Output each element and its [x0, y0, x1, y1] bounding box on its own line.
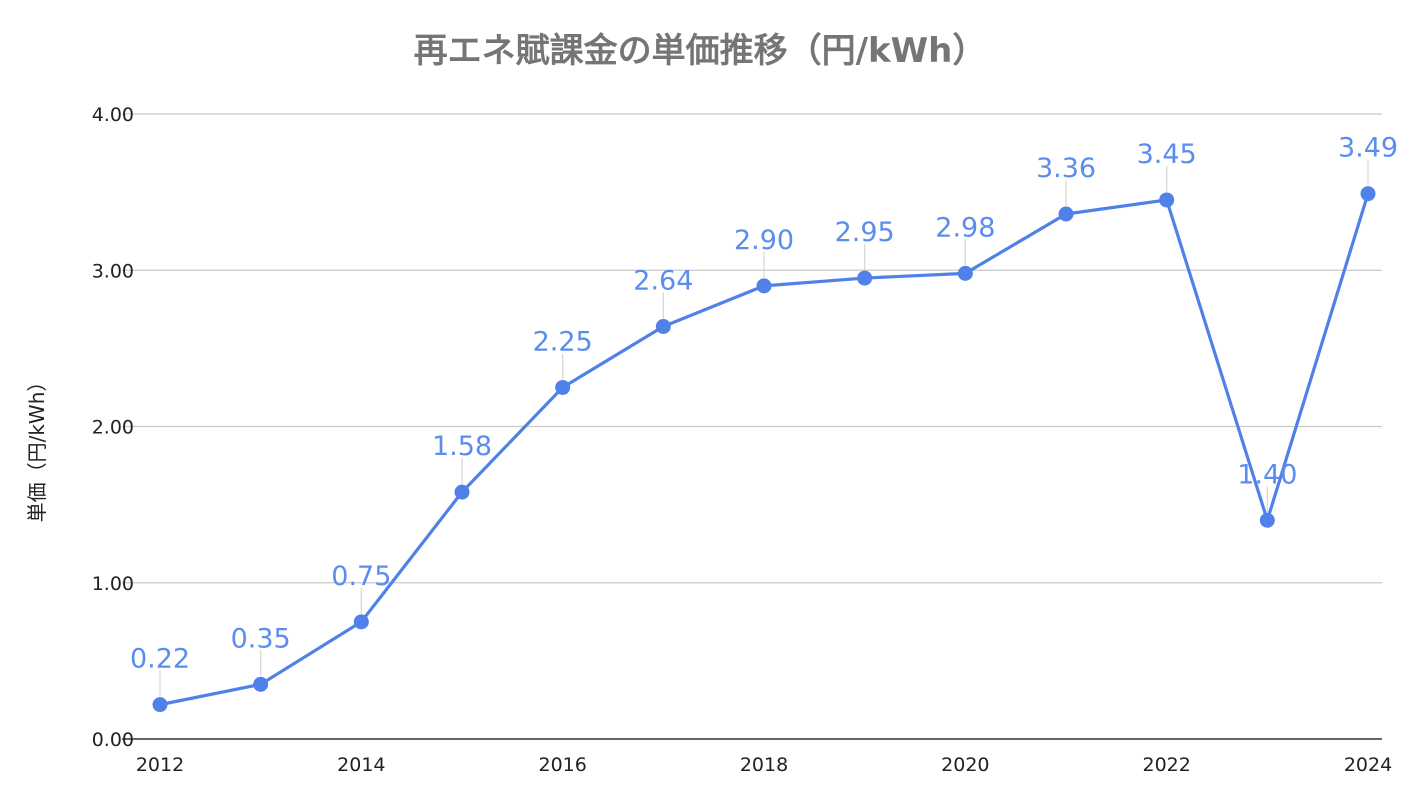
- x-tick-label: 2020: [941, 754, 989, 776]
- gridlines: [122, 113, 1382, 740]
- y-tick-label: 4.00: [92, 104, 134, 126]
- data-label: 2.90: [734, 225, 794, 256]
- data-label: 0.22: [130, 644, 190, 675]
- data-point: [353, 614, 369, 630]
- data-label: 2.98: [935, 212, 995, 243]
- x-tick-labels: 2012 2014 2016 2018 2020 2022 2024: [136, 754, 1392, 776]
- data-label: 1.40: [1237, 459, 1297, 490]
- data-point: [1259, 512, 1275, 528]
- x-tick-label: 2024: [1344, 754, 1392, 776]
- data-point: [756, 278, 772, 294]
- data-label: 3.36: [1036, 153, 1096, 184]
- chart-title: 再エネ賦課金の単価推移（円/kWh）: [414, 31, 987, 71]
- data-point: [1360, 186, 1376, 202]
- data-point: [454, 484, 470, 500]
- label-leaders: [159, 159, 1369, 697]
- data-point: [1058, 206, 1074, 222]
- y-tick-label: 1.00: [92, 573, 134, 595]
- y-axis-label: 単価（円/kWh）: [25, 372, 49, 523]
- data-label: 2.25: [533, 326, 593, 357]
- data-point: [555, 379, 571, 395]
- data-point: [253, 676, 269, 692]
- data-points: [152, 186, 1376, 713]
- x-tick-label: 2022: [1142, 754, 1190, 776]
- x-tick-label: 2014: [337, 754, 385, 776]
- data-label: 0.75: [331, 561, 391, 592]
- data-label: 2.64: [633, 266, 693, 297]
- data-point: [857, 270, 873, 286]
- x-tick-label: 2016: [538, 754, 586, 776]
- x-tick-label: 2012: [136, 754, 184, 776]
- data-label: 3.49: [1338, 133, 1398, 164]
- data-label: 2.95: [835, 217, 895, 248]
- data-label: 0.35: [231, 623, 291, 654]
- y-tick-label: 2.00: [92, 417, 134, 439]
- y-tick-label: 3.00: [92, 260, 134, 282]
- y-tick-label: 0.00: [92, 729, 134, 751]
- y-tick-labels: 0.00 1.00 2.00 3.00 4.00: [92, 104, 134, 751]
- data-label: 3.45: [1137, 139, 1197, 170]
- data-point: [655, 319, 671, 334]
- data-point: [1159, 192, 1175, 208]
- data-labels: 0.22 0.35 0.75 1.58 2.25 2.64 2.90 2.95 2.98 3.36…: [130, 133, 1398, 675]
- data-point: [152, 697, 168, 713]
- data-label: 1.58: [432, 431, 492, 462]
- data-point: [957, 265, 973, 281]
- x-tick-label: 2018: [740, 754, 788, 776]
